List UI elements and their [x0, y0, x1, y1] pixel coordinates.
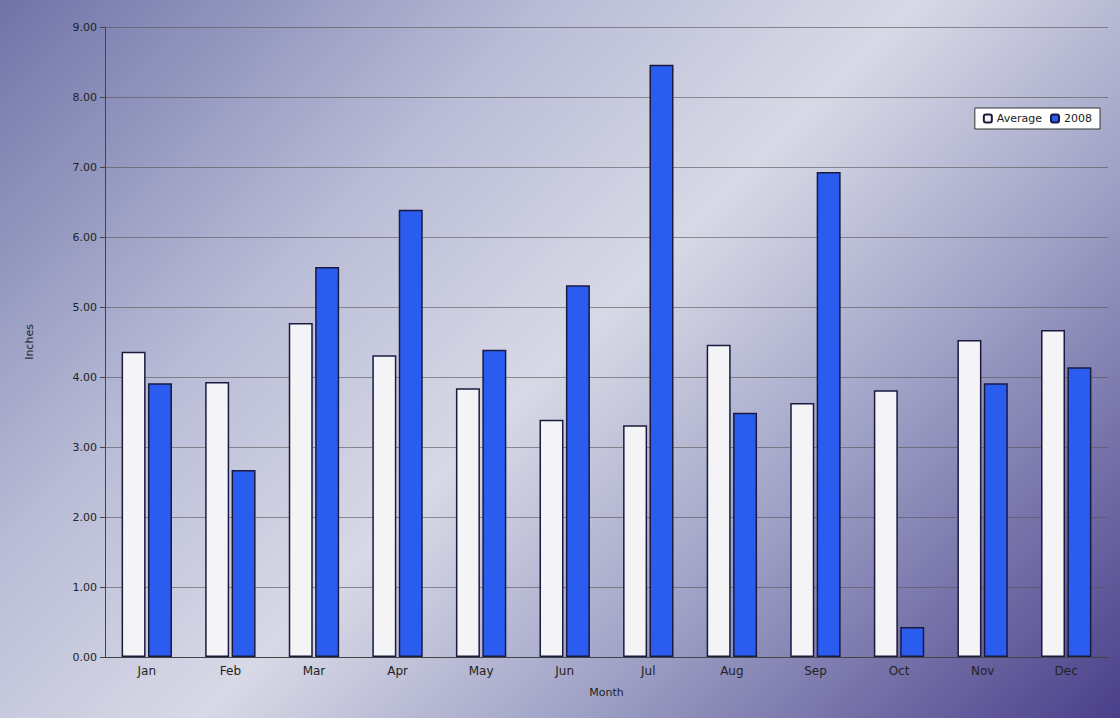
svg-text:Apr: Apr: [387, 664, 408, 678]
svg-text:2.00: 2.00: [73, 511, 98, 524]
svg-text:Mar: Mar: [303, 664, 326, 678]
svg-text:Inches: Inches: [23, 324, 36, 360]
svg-text:9.00: 9.00: [73, 21, 98, 34]
svg-text:Average: Average: [997, 112, 1042, 125]
svg-text:6.00: 6.00: [73, 231, 98, 244]
svg-text:7.00: 7.00: [73, 161, 98, 174]
svg-text:0.00: 0.00: [73, 651, 98, 664]
svg-text:May: May: [469, 664, 494, 678]
svg-text:Aug: Aug: [720, 664, 743, 678]
svg-text:8.00: 8.00: [73, 91, 98, 104]
svg-text:Nov: Nov: [971, 664, 994, 678]
svg-text:2008: 2008: [1064, 112, 1092, 125]
svg-text:5.00: 5.00: [73, 301, 98, 314]
svg-text:Sep: Sep: [804, 664, 827, 678]
svg-text:Jun: Jun: [554, 664, 574, 678]
svg-text:Month: Month: [589, 686, 624, 699]
svg-text:Jan: Jan: [137, 664, 157, 678]
svg-text:Oct: Oct: [889, 664, 910, 678]
svg-text:Jul: Jul: [640, 664, 655, 678]
svg-text:1.00: 1.00: [73, 581, 98, 594]
svg-text:3.00: 3.00: [73, 441, 98, 454]
svg-text:Feb: Feb: [220, 664, 241, 678]
svg-text:Dec: Dec: [1055, 664, 1078, 678]
svg-text:4.00: 4.00: [73, 371, 98, 384]
